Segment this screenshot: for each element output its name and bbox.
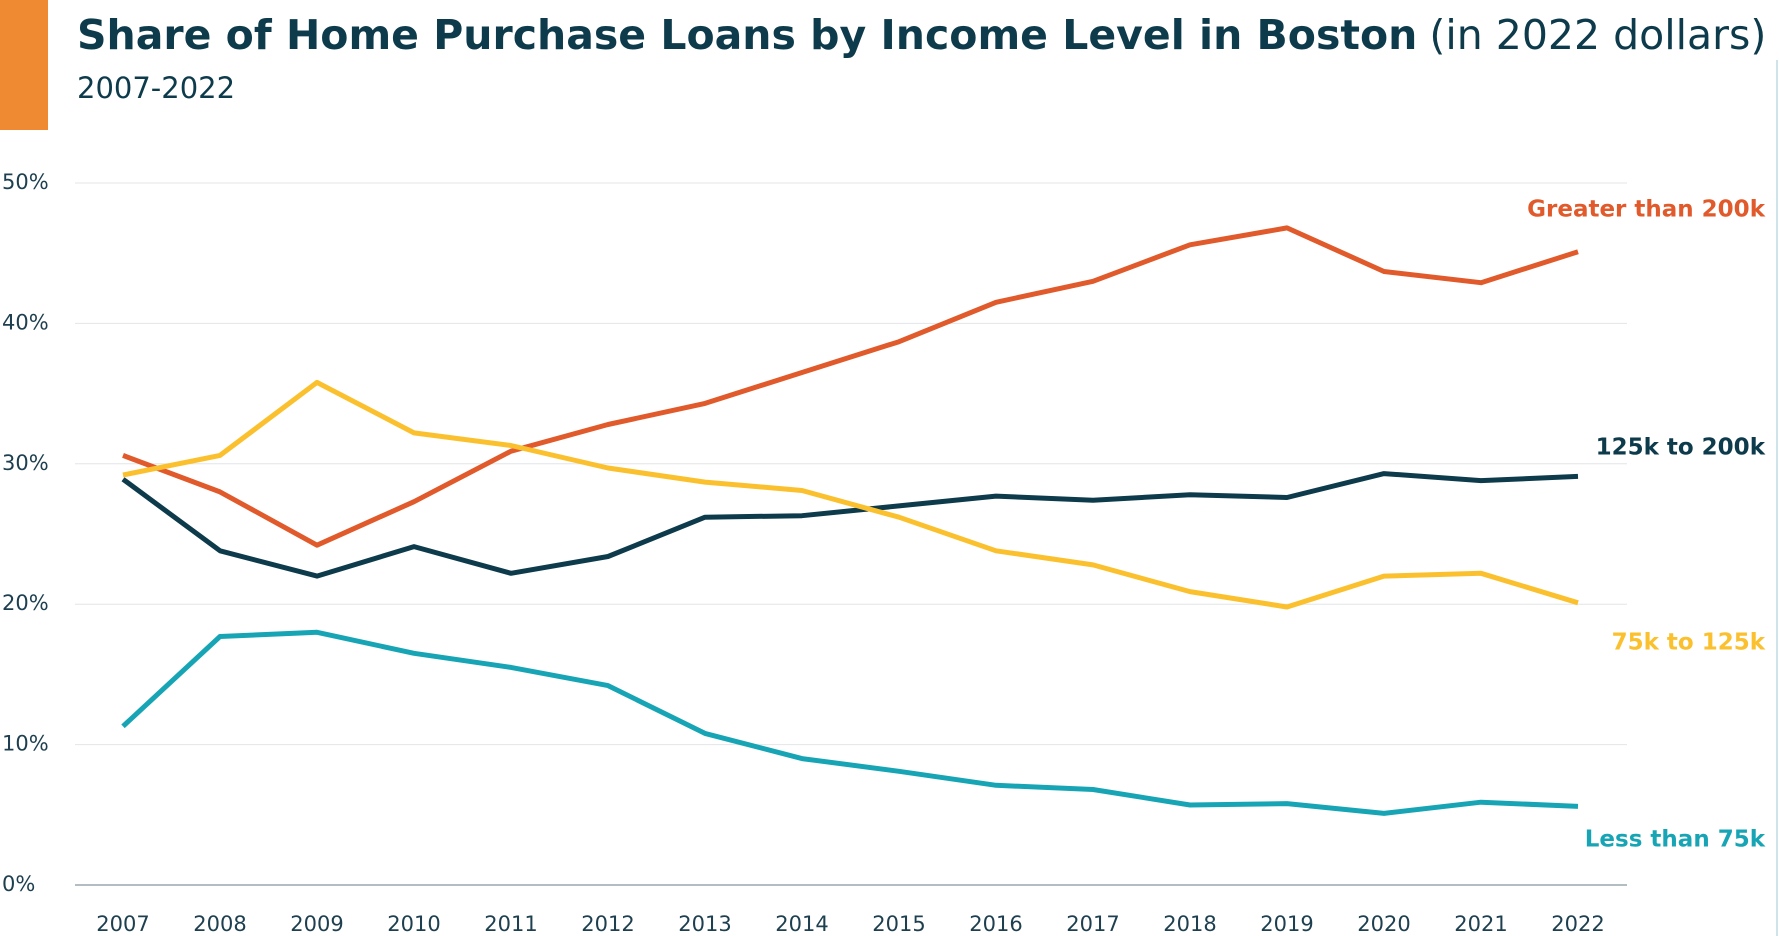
y-tick-label: 40% — [2, 310, 49, 334]
series-label: 75k to 125k — [1612, 630, 1766, 656]
x-tick-label: 2016 — [969, 912, 1022, 936]
x-tick-label: 2014 — [775, 912, 828, 936]
x-tick-label: 2008 — [193, 912, 246, 936]
title-main: Share of Home Purchase Loans by Income L… — [77, 11, 1417, 59]
x-tick-label: 2019 — [1260, 912, 1313, 936]
x-tick-label: 2015 — [872, 912, 925, 936]
series-line — [122, 225, 1579, 548]
x-tick-label: 2018 — [1163, 912, 1216, 936]
accent-bar — [0, 0, 48, 130]
x-tick-label: 2010 — [387, 912, 440, 936]
x-tick-label: 2021 — [1454, 912, 1507, 936]
series-label: Less than 75k — [1585, 827, 1766, 853]
series-line — [122, 379, 1579, 610]
x-tick-label: 2020 — [1357, 912, 1410, 936]
x-tick-label: 2013 — [678, 912, 731, 936]
y-tick-label: 20% — [2, 591, 49, 615]
x-tick-label: 2007 — [96, 912, 149, 936]
series-line — [121, 629, 1579, 816]
y-tick-label: 0% — [2, 872, 35, 896]
y-tick-label: 50% — [2, 170, 49, 194]
series-line — [121, 471, 1579, 579]
series-label: Greater than 200k — [1527, 197, 1766, 223]
y-tick-label: 30% — [2, 451, 49, 475]
chart-subtitle: 2007-2022 — [77, 71, 235, 105]
x-tick-label: 2009 — [290, 912, 343, 936]
title-note: (in 2022 dollars) — [1429, 11, 1766, 59]
x-tick-label: 2011 — [484, 912, 537, 936]
x-tick-label: 2017 — [1066, 912, 1119, 936]
x-tick-label: 2022 — [1551, 912, 1604, 936]
chart-title: Share of Home Purchase Loans by Income L… — [77, 11, 1766, 59]
series-label: 125k to 200k — [1596, 435, 1766, 461]
y-tick-label: 10% — [2, 732, 49, 756]
x-tick-label: 2012 — [581, 912, 634, 936]
